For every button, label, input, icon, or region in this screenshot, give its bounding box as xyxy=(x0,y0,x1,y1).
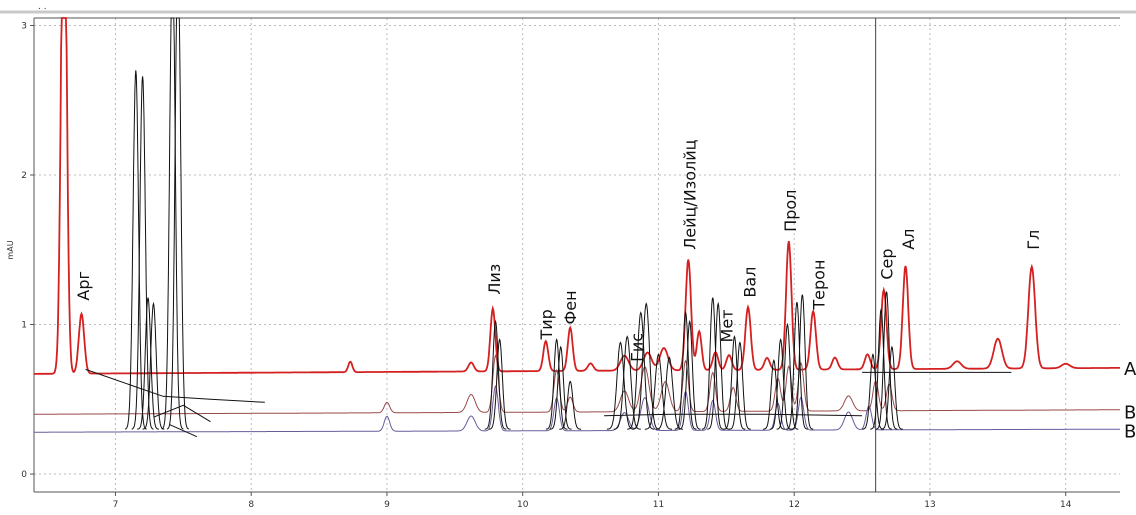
fit-peak xyxy=(559,380,582,430)
fit-peak xyxy=(484,319,507,430)
peak-fit-layer xyxy=(85,17,1012,438)
trace-label: B xyxy=(1124,402,1136,423)
fit-peak xyxy=(728,341,751,430)
y-axis-label: mAU xyxy=(6,240,15,259)
x-tick-label: 11 xyxy=(653,500,664,510)
trace-label: A xyxy=(1124,359,1136,380)
fit-peak xyxy=(875,291,898,430)
peak-label: Лейц/Изолйц xyxy=(681,139,700,249)
x-tick-label: 10 xyxy=(517,500,529,510)
fit-baseline xyxy=(169,424,198,438)
peak-label: Сер xyxy=(878,249,897,280)
series-layer xyxy=(34,17,1120,433)
peak-label: Ал xyxy=(899,229,918,250)
peak-label: Гис xyxy=(628,333,647,362)
peak-label: Мет xyxy=(717,310,736,343)
fit-peak xyxy=(124,70,147,430)
fit-peak xyxy=(137,297,159,430)
fit-peak xyxy=(131,76,154,430)
trace-b1 xyxy=(34,354,1120,415)
fit-peak xyxy=(606,341,635,430)
fit-peak xyxy=(488,338,511,430)
fit-baseline xyxy=(604,413,863,417)
fit-peak xyxy=(674,310,697,430)
x-tick-label: 9 xyxy=(384,500,390,510)
fit-peak xyxy=(880,345,903,430)
fit-peak xyxy=(549,345,572,430)
trace-label: B xyxy=(1124,422,1136,443)
fit-peak xyxy=(161,17,184,430)
trace-a xyxy=(34,17,1120,375)
peak-label: Прол xyxy=(781,190,800,232)
fit-peak xyxy=(862,353,884,430)
x-tick-label: 7 xyxy=(113,500,119,510)
peak-label: Вал xyxy=(740,267,759,298)
peak-label: Гл xyxy=(1024,230,1043,250)
peak-label: Фен xyxy=(561,290,580,324)
grid xyxy=(34,18,1120,492)
fit-baseline xyxy=(153,404,211,423)
fit-peak xyxy=(870,307,893,430)
peak-label: Тир xyxy=(537,309,556,340)
peak-label: Лиз xyxy=(485,264,504,295)
fit-peak xyxy=(785,301,808,430)
fit-baseline xyxy=(85,368,265,403)
fit-peak xyxy=(632,301,660,430)
fit-peak xyxy=(166,17,189,430)
y-tick-label: 0 xyxy=(21,470,27,480)
peak-label: Арг xyxy=(74,271,93,301)
y-tick-label: 2 xyxy=(21,171,27,181)
x-tick-label: 12 xyxy=(788,500,799,510)
fit-peak xyxy=(644,353,672,430)
trace-b2 xyxy=(34,384,1120,433)
fit-peak xyxy=(763,359,785,430)
y-tick-label: 1 xyxy=(21,321,27,331)
fit-peak xyxy=(142,301,165,430)
fit-peak xyxy=(678,319,701,430)
fit-peak xyxy=(791,294,814,430)
peak-label: Терон xyxy=(810,260,829,311)
fit-peak xyxy=(707,301,730,430)
fit-peak xyxy=(701,297,724,430)
x-tick-label: 8 xyxy=(248,500,254,510)
fit-peak xyxy=(723,334,746,430)
fit-peak xyxy=(769,338,792,430)
top-mark: . . xyxy=(38,2,47,12)
x-tick-label: 14 xyxy=(1060,500,1072,510)
y-tick-label: 3 xyxy=(21,21,27,31)
x-tick-label: 13 xyxy=(924,500,935,510)
